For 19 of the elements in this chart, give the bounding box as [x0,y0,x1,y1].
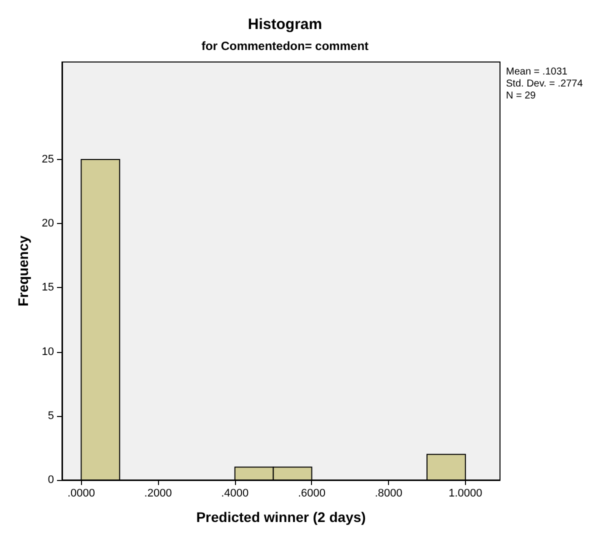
x-tick-label: .0000 [67,488,95,500]
x-axis-title: Predicted winner (2 days) [196,509,366,525]
x-tick-label: 1.0000 [448,488,482,500]
x-tick-label: .4000 [221,488,249,500]
y-tick-label: 0 [48,474,54,486]
y-tick-label: 15 [42,282,54,294]
text: Mean = .1031 [506,66,568,78]
y-tick-label: 20 [42,218,54,230]
y-axis-title: Frequency [15,235,31,306]
x-tick-label: .8000 [374,488,402,500]
y-tick-label: 25 [42,153,54,166]
text: Std. Dev. = .2774 [506,78,584,90]
chart-title: Histogram [248,16,322,33]
x-tick-label: .6000 [298,488,326,500]
x-tick-label: .2000 [144,488,172,500]
y-tick-label: 5 [48,410,54,422]
chart-subtitle: for Commentedon= comment [201,39,369,53]
text: N = 29 [506,90,536,102]
y-tick-label: 10 [42,346,54,358]
